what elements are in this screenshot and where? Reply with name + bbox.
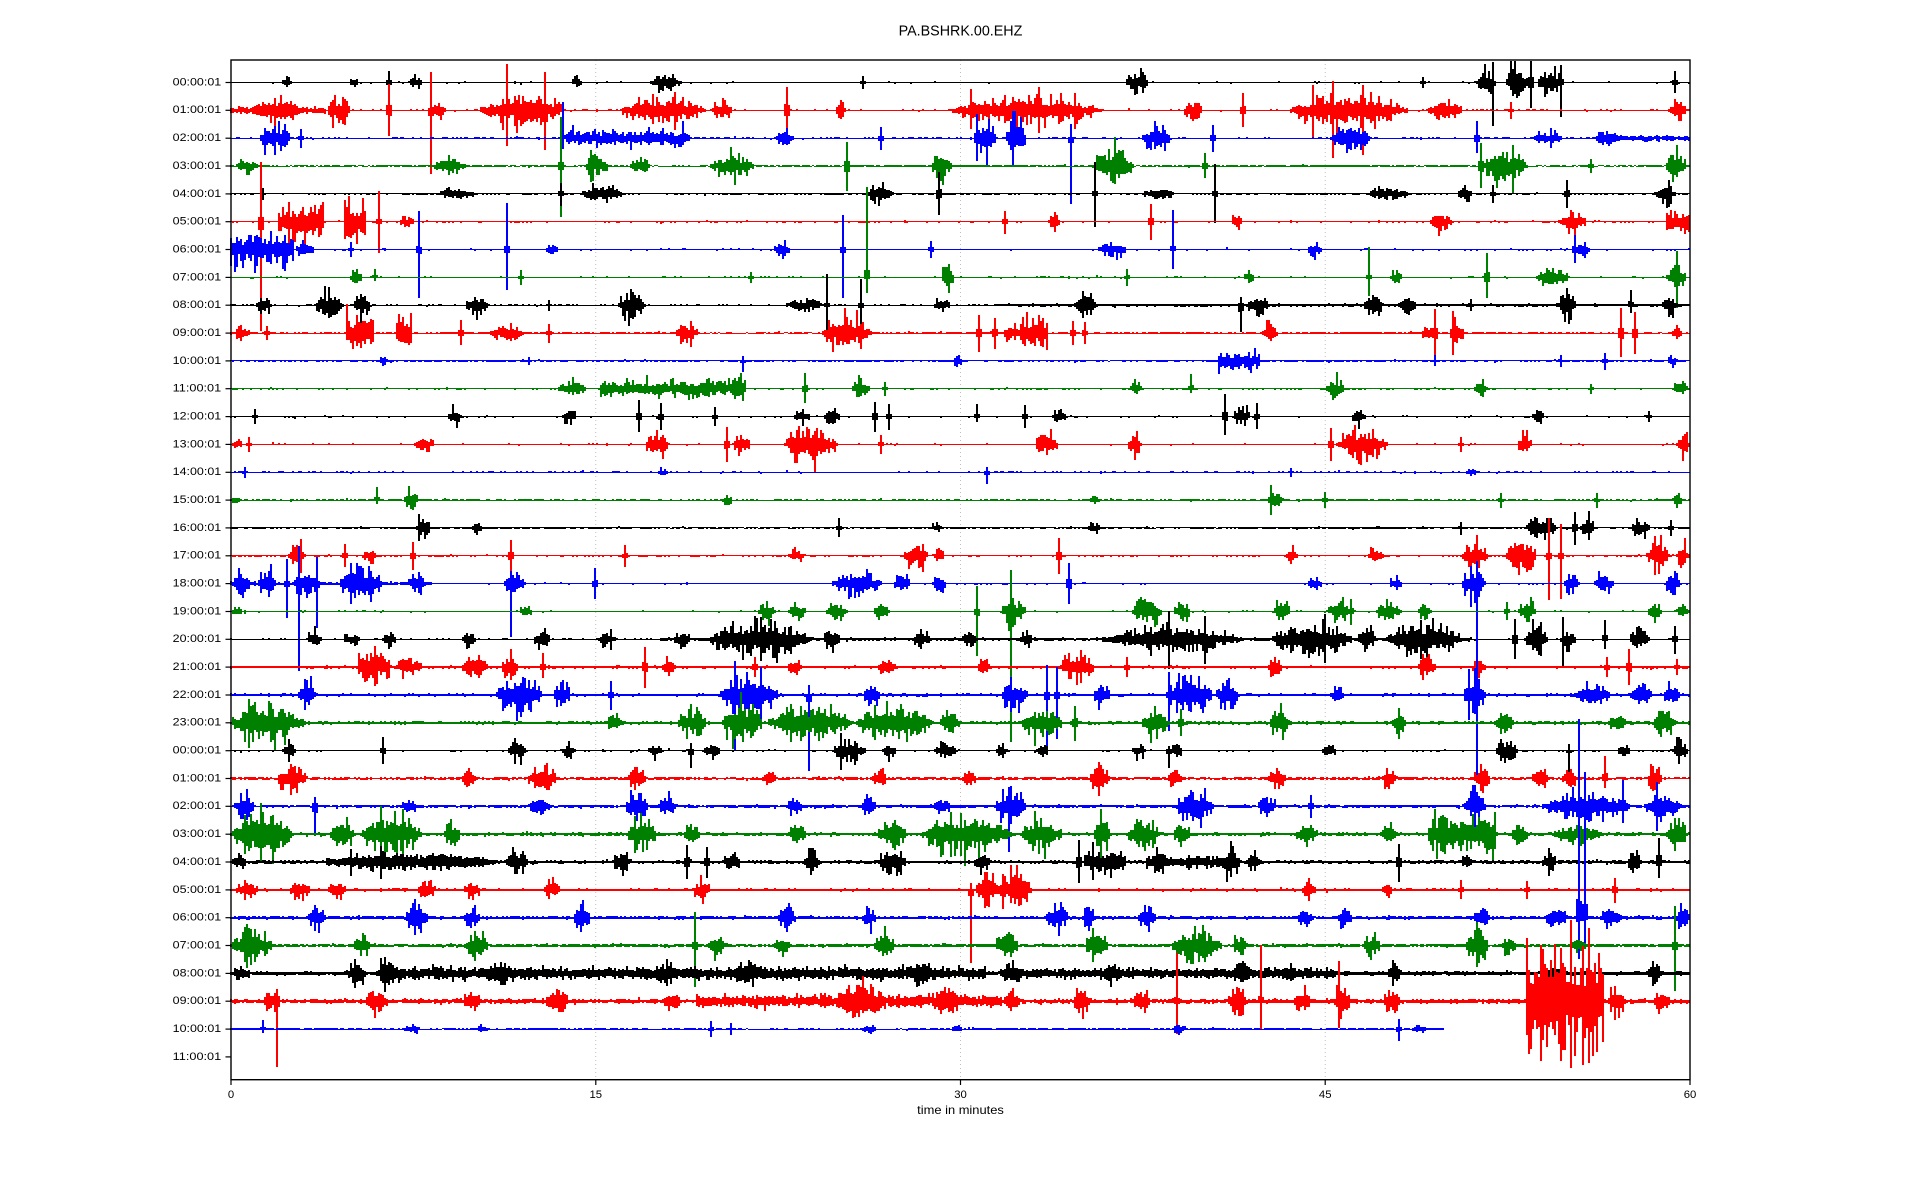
svg-text:19:00:01: 19:00:01 [173, 605, 222, 617]
svg-text:18:00:01: 18:00:01 [173, 578, 222, 590]
svg-text:23:00:01: 23:00:01 [173, 717, 222, 729]
svg-text:06:00:01: 06:00:01 [173, 912, 222, 924]
svg-text:07:00:01: 07:00:01 [173, 271, 222, 283]
svg-text:20:00:01: 20:00:01 [173, 633, 222, 645]
svg-text:time in minutes: time in minutes [917, 1103, 1004, 1117]
svg-text:17:00:01: 17:00:01 [173, 550, 222, 562]
svg-text:06:00:01: 06:00:01 [173, 243, 222, 255]
svg-text:PA.BSHRK.00.EHZ: PA.BSHRK.00.EHZ [899, 23, 1023, 39]
svg-text:08:00:01: 08:00:01 [173, 967, 222, 979]
svg-text:07:00:01: 07:00:01 [173, 939, 222, 951]
svg-text:12:00:01: 12:00:01 [173, 411, 222, 423]
svg-text:04:00:01: 04:00:01 [173, 188, 222, 200]
svg-text:00:00:01: 00:00:01 [173, 76, 222, 88]
svg-text:10:00:01: 10:00:01 [173, 355, 222, 367]
svg-text:30: 30 [954, 1089, 967, 1101]
svg-text:01:00:01: 01:00:01 [173, 104, 222, 116]
svg-text:09:00:01: 09:00:01 [173, 327, 222, 339]
svg-text:11:00:01: 11:00:01 [173, 383, 222, 395]
svg-text:05:00:01: 05:00:01 [173, 216, 222, 228]
svg-text:03:00:01: 03:00:01 [173, 828, 222, 840]
svg-text:14:00:01: 14:00:01 [173, 466, 222, 478]
svg-text:15:00:01: 15:00:01 [173, 494, 222, 506]
svg-text:02:00:01: 02:00:01 [173, 800, 222, 812]
svg-text:16:00:01: 16:00:01 [173, 522, 222, 534]
svg-text:00:00:01: 00:00:01 [173, 745, 222, 757]
svg-text:15: 15 [590, 1089, 603, 1101]
svg-text:04:00:01: 04:00:01 [173, 856, 222, 868]
svg-text:22:00:01: 22:00:01 [173, 689, 222, 701]
svg-text:03:00:01: 03:00:01 [173, 160, 222, 172]
svg-text:0: 0 [228, 1089, 234, 1101]
svg-text:45: 45 [1319, 1089, 1332, 1101]
svg-text:02:00:01: 02:00:01 [173, 132, 222, 144]
svg-text:11:00:01: 11:00:01 [173, 1051, 222, 1063]
svg-text:13:00:01: 13:00:01 [173, 438, 222, 450]
svg-text:10:00:01: 10:00:01 [173, 1023, 222, 1035]
svg-text:09:00:01: 09:00:01 [173, 995, 222, 1007]
svg-text:05:00:01: 05:00:01 [173, 884, 222, 896]
svg-text:60: 60 [1684, 1089, 1697, 1101]
svg-text:01:00:01: 01:00:01 [173, 772, 222, 784]
svg-text:08:00:01: 08:00:01 [173, 299, 222, 311]
svg-text:21:00:01: 21:00:01 [173, 661, 222, 673]
